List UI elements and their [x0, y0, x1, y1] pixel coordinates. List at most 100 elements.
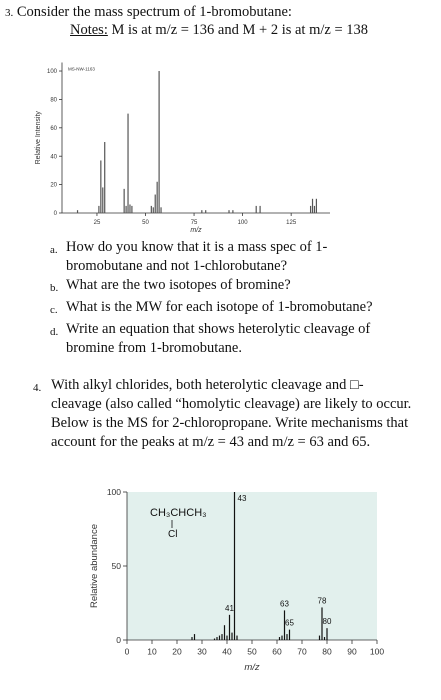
substituent: Cl: [168, 529, 177, 540]
peak: [102, 187, 104, 213]
peak: [281, 635, 283, 640]
part-text: What are the two isotopes of bromine?: [66, 277, 291, 293]
peak: [76, 210, 79, 213]
question-3: 3. Consider the mass spectrum of 1-bromo…: [5, 3, 292, 23]
peak: [259, 205, 261, 213]
peak-label: 41: [225, 604, 234, 613]
peak-label: 80: [323, 617, 332, 626]
plot-background: [127, 492, 377, 640]
formula: CH₃CHCH₃: [150, 507, 207, 519]
y-tick-label: 0: [116, 635, 121, 645]
x-tick-label: 125: [286, 220, 297, 226]
part-letter: a.: [50, 244, 58, 256]
spectrum-code: MS-NW-1163: [68, 67, 95, 72]
peak: [283, 610, 286, 640]
question-text: With alkyl chlorides, both heterolytic c…: [51, 377, 412, 450]
y-tick-label: 20: [50, 183, 57, 189]
question-number: 4.: [33, 382, 42, 394]
x-axis-label: m/z: [190, 227, 202, 234]
peak: [193, 634, 196, 640]
peak: [311, 198, 314, 213]
peak: [232, 210, 234, 213]
peak: [218, 635, 221, 640]
peak: [226, 635, 228, 640]
peak: [160, 207, 162, 213]
y-tick-label: 100: [107, 487, 121, 497]
peak-label: 43: [238, 494, 247, 503]
x-tick-label: 100: [238, 220, 249, 226]
peak: [313, 205, 316, 213]
notes-text: M is at m/z = 136 and M + 2 is at m/z = …: [111, 22, 368, 38]
part: a. How do you know that it is a mass spec…: [50, 238, 420, 276]
x-tick-label: 50: [247, 647, 257, 657]
peak: [98, 205, 100, 213]
peak: [123, 188, 125, 213]
part-letter: d.: [50, 326, 59, 338]
question-4: 4. With alkyl chlorides, both heterolyti…: [33, 376, 413, 452]
peak: [201, 210, 203, 213]
y-axis-label: Relative Intensity: [35, 111, 42, 165]
x-tick-label: 70: [297, 647, 307, 657]
peak: [228, 614, 231, 640]
peak: [156, 181, 158, 213]
peak: [131, 205, 133, 213]
y-axis-label: Relative abundance: [89, 524, 100, 608]
part: d. Write an equation that shows heterolyt…: [50, 320, 420, 358]
part: c. What is the MW for each isotope of 1-b…: [50, 298, 420, 320]
x-tick-label: 25: [94, 220, 101, 226]
x-tick-label: 30: [197, 647, 207, 657]
peak: [205, 210, 207, 213]
peak: [150, 205, 152, 213]
x-tick-label: 20: [172, 647, 182, 657]
peak: [321, 607, 323, 640]
y-tick-label: 40: [50, 154, 57, 160]
peak: [104, 142, 106, 213]
part-text: How do you know that it is a mass spec o…: [66, 239, 328, 274]
notes: Notes: M is at m/z = 136 and M + 2 is at…: [70, 21, 368, 40]
y-tick-label: 0: [54, 211, 58, 217]
peak: [125, 205, 127, 213]
peak: [228, 210, 230, 213]
part-text: Write an equation that shows heterolytic…: [66, 321, 371, 356]
question-text: Consider the mass spectrum of 1-bromobut…: [16, 4, 292, 20]
peak: [152, 207, 154, 213]
peak: [309, 205, 312, 213]
x-tick-label: 60: [272, 647, 282, 657]
x-axis-label: m/z: [244, 662, 260, 673]
peak: [221, 634, 223, 640]
peak: [216, 637, 218, 640]
notes-label: Notes:: [70, 22, 108, 38]
peak-label: 65: [285, 619, 294, 628]
x-tick-label: 90: [347, 647, 357, 657]
peak: [326, 628, 328, 640]
peak: [323, 637, 326, 640]
peak: [233, 492, 236, 640]
part-letter: b.: [50, 282, 59, 294]
peak: [158, 71, 160, 214]
peak: [154, 194, 156, 213]
peak: [129, 204, 131, 213]
y-tick-label: 50: [112, 561, 122, 571]
peak: [286, 634, 288, 640]
peak: [288, 629, 291, 640]
part: b. What are the two isotopes of bromine?: [50, 276, 420, 298]
peak: [278, 637, 281, 640]
peak: [191, 637, 193, 640]
x-tick-label: 100: [370, 647, 384, 657]
peak: [223, 625, 226, 640]
peak: [127, 113, 129, 213]
peak: [100, 160, 102, 213]
peak: [236, 635, 238, 640]
part-letter: c.: [50, 304, 58, 316]
peak: [213, 638, 216, 640]
x-tick-label: 80: [322, 647, 332, 657]
x-tick-label: 75: [191, 220, 198, 226]
y-tick-label: 100: [47, 69, 58, 75]
parts: a. How do you know that it is a mass spec…: [50, 238, 420, 358]
peak-label: 63: [280, 599, 289, 608]
y-tick-label: 60: [50, 126, 57, 132]
x-tick-label: 50: [142, 220, 149, 226]
part-text: What is the MW for each isotope of 1-bro…: [66, 299, 373, 315]
